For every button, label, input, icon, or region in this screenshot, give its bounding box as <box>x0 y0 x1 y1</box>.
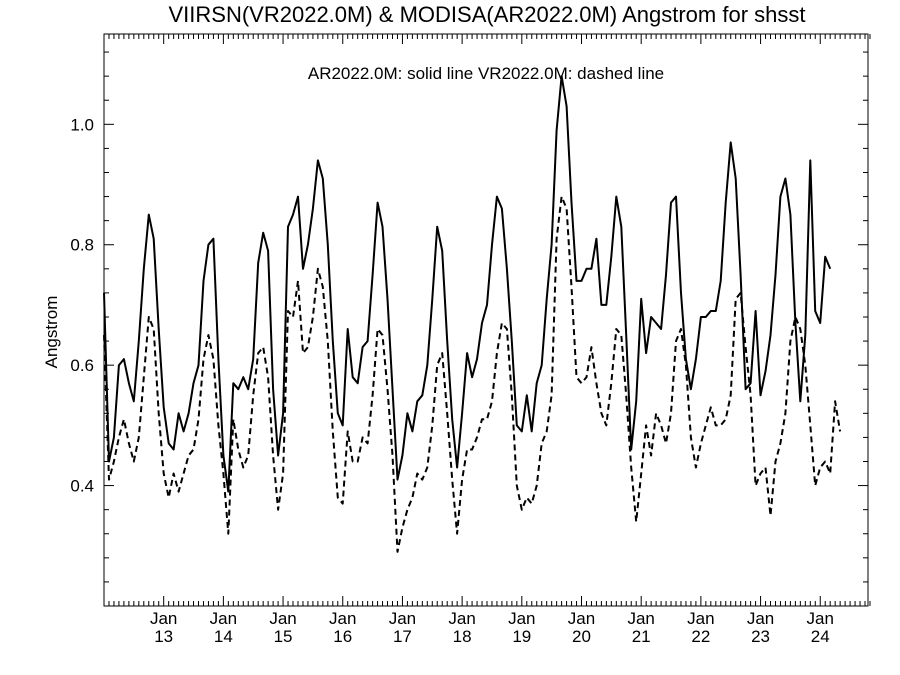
x-tick-year-label: 13 <box>154 627 173 646</box>
y-axis-label: Angstrom <box>42 296 61 369</box>
x-tick-month-label: Jan <box>508 609 535 628</box>
series-line-solid <box>103 75 832 493</box>
x-tick-year-label: 22 <box>691 627 710 646</box>
chart-title: VIIRSN(VR2022.0M) & MODISA(AR2022.0M) An… <box>169 2 806 27</box>
x-tick-month-label: Jan <box>807 609 834 628</box>
x-tick-year-label: 18 <box>453 627 472 646</box>
x-tick-year-label: 15 <box>274 627 293 646</box>
line-style-annotation: AR2022.0M: solid line VR2022.0M: dashed … <box>308 64 664 83</box>
x-tick-month-label: Jan <box>150 609 177 628</box>
x-tick-month-label: Jan <box>269 609 296 628</box>
x-tick-year-label: 19 <box>512 627 531 646</box>
x-tick-year-label: 14 <box>214 627 233 646</box>
y-tick-label: 0.6 <box>70 356 94 375</box>
x-tick-month-label: Jan <box>329 609 356 628</box>
plot-frame <box>103 33 869 607</box>
x-tick-month-label: Jan <box>210 609 237 628</box>
x-tick-year-label: 20 <box>572 627 591 646</box>
x-tick-month-label: Jan <box>389 609 416 628</box>
series-line-dashed <box>103 195 842 553</box>
x-tick-year-label: 16 <box>333 627 352 646</box>
x-tick-year-label: 24 <box>811 627 830 646</box>
series-lines <box>103 75 842 553</box>
x-tick-month-label: Jan <box>627 609 654 628</box>
y-tick-label: 0.8 <box>70 236 94 255</box>
x-tick-year-label: 17 <box>393 627 412 646</box>
y-axis-ticks: 0.4 0.6 0.8 1.0 <box>70 51 868 583</box>
x-tick-month-label: Jan <box>448 609 475 628</box>
x-tick-month-label: Jan <box>687 609 714 628</box>
x-tick-month-label: Jan <box>747 609 774 628</box>
x-axis-ticks: Jan13Jan14Jan15Jan16Jan17Jan18Jan19Jan20… <box>103 34 871 646</box>
x-tick-month-label: Jan <box>568 609 595 628</box>
x-tick-year-label: 21 <box>632 627 651 646</box>
y-tick-label: 1.0 <box>70 115 94 134</box>
x-tick-year-label: 23 <box>751 627 770 646</box>
y-tick-label: 0.4 <box>70 477 94 496</box>
